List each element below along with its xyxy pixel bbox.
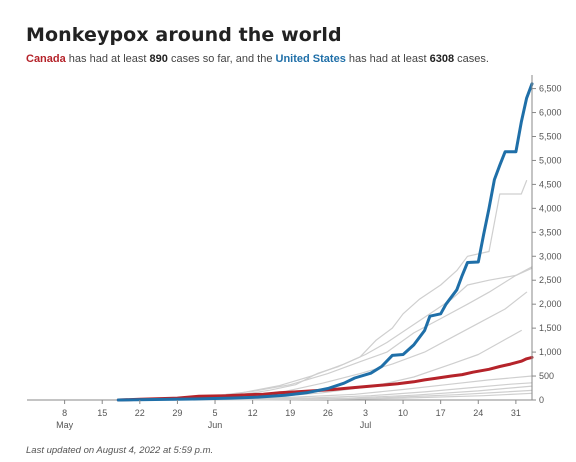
x-tick-label: 24 — [473, 408, 483, 418]
series-line-other — [117, 180, 528, 401]
y-tick-label: 6,000 — [539, 108, 562, 118]
y-tick-label: 5,500 — [539, 131, 562, 141]
y-tick-label: 1,000 — [539, 347, 562, 357]
y-tick-label: 1,500 — [539, 323, 562, 333]
subtitle-text-1: has had at least — [65, 53, 150, 65]
x-tick-label: 26 — [323, 408, 333, 418]
x-tick-label: 10 — [398, 408, 408, 418]
x-tick-label: 3 — [363, 408, 368, 418]
country-b-label: United States — [275, 53, 346, 65]
y-tick-label: 0 — [539, 395, 544, 405]
series-line-other — [117, 266, 533, 401]
series-line-united-states — [116, 82, 534, 402]
x-tick-label: 17 — [436, 408, 446, 418]
series-line-other — [128, 291, 528, 401]
x-tick-label: 19 — [285, 408, 295, 418]
count-a: 890 — [149, 53, 168, 65]
count-b: 6308 — [429, 53, 455, 65]
x-tick-label: 5 — [213, 408, 218, 418]
x-tick-label: 12 — [248, 408, 258, 418]
y-tick-label: 4,500 — [539, 179, 562, 189]
subtitle-text-4: cases. — [454, 53, 489, 65]
y-tick-label: 5,000 — [539, 155, 562, 165]
y-tick-label: 2,000 — [539, 299, 562, 309]
country-a-label: Canada — [26, 53, 66, 65]
subtitle-text-3: has had at least — [345, 53, 430, 65]
x-month-label: Jun — [208, 420, 223, 430]
series-line-other — [117, 267, 533, 401]
chart-series — [116, 82, 534, 402]
last-updated-note: Last updated on August 4, 2022 at 5:59 p… — [26, 445, 214, 456]
y-tick-label: 2,500 — [539, 275, 562, 285]
series-line-other — [214, 392, 533, 401]
y-tick-label: 6,500 — [539, 84, 562, 94]
chart-axes: 0 500 1,000 1,500 2,000 2,500 3,000 3,500 4,000 4… — [56, 75, 562, 430]
y-tick-label: 4,000 — [539, 203, 562, 213]
series-line-canada — [116, 355, 534, 402]
x-tick-label: 29 — [172, 408, 182, 418]
x-month-label: May — [56, 420, 74, 430]
x-month-label: Jul — [360, 420, 372, 430]
y-tick-label: 500 — [539, 371, 554, 381]
subtitle-text-2: cases so far, and the — [167, 53, 276, 65]
y-tick-label: 3,000 — [539, 251, 562, 261]
x-tick-label: 22 — [135, 408, 145, 418]
chart-subtitle: Canada has had at least 890 cases so far… — [26, 53, 489, 65]
x-tick-label: 8 — [62, 408, 67, 418]
x-tick-label: 31 — [511, 408, 521, 418]
x-tick-label: 15 — [97, 408, 107, 418]
line-chart: 0 500 1,000 1,500 2,000 2,500 3,000 3,500 4,000 4… — [27, 75, 562, 430]
chart-title: Monkeypox around the world — [26, 24, 342, 46]
y-tick-label: 3,500 — [539, 227, 562, 237]
